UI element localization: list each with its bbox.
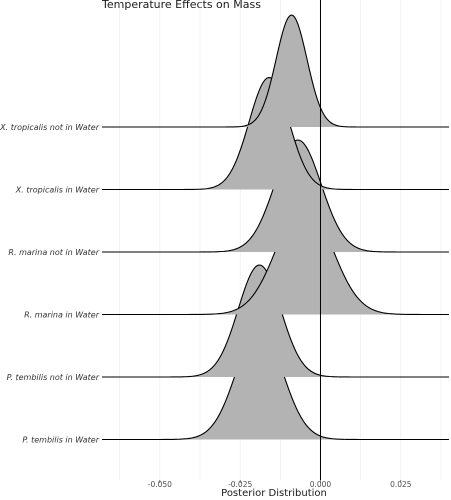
ridge-fill bbox=[102, 140, 449, 252]
x-tick-label: 0.025 bbox=[390, 480, 412, 489]
y-axis-label: R. marina in Water bbox=[24, 311, 100, 320]
ridge-line bbox=[102, 14, 449, 128]
y-axis-label: P. tembilis in Water bbox=[22, 436, 99, 445]
ridge-fill bbox=[102, 327, 449, 440]
y-axis-label: P. tembilis not in Water bbox=[7, 373, 100, 382]
x-tick-label: -0.050 bbox=[148, 480, 172, 489]
ridge-fill bbox=[102, 202, 449, 315]
y-axis-labels: P. tembilis in Water P. tembilis not in W… bbox=[0, 123, 100, 445]
ridge-fill bbox=[102, 265, 449, 377]
y-axis-label: X. tropicalis in Water bbox=[15, 186, 100, 195]
ridges bbox=[102, 14, 449, 441]
chart-title: Temperature Effects on Mass bbox=[101, 0, 261, 11]
ridge-fill bbox=[102, 77, 449, 190]
x-tick-label: 0.000 bbox=[310, 480, 332, 489]
y-axis-label: R. marina not in Water bbox=[8, 248, 99, 257]
x-axis-title: Posterior Distribution bbox=[221, 488, 327, 499]
ridge-fill bbox=[102, 15, 449, 127]
x-tick-label: -0.025 bbox=[228, 480, 252, 489]
y-axis-label: X. tropicalis not in Water bbox=[0, 123, 100, 132]
x-axis-ticks: -0.050 -0.025 0.000 0.025 bbox=[148, 480, 412, 489]
